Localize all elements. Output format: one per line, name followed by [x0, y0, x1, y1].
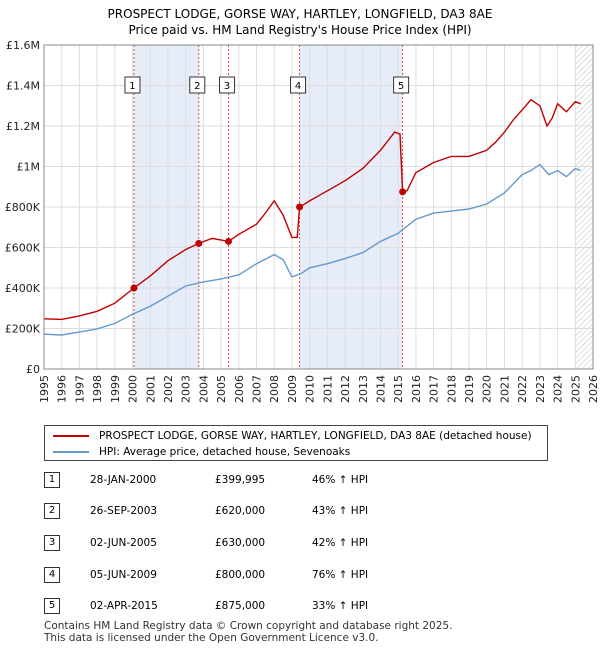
x-tick-label: 1995	[38, 375, 51, 403]
sale-price: £875,000	[215, 600, 266, 612]
sale-hpi-change: 46% ↑ HPI	[312, 474, 369, 486]
sale-number-label: 1	[129, 81, 135, 92]
price-chart: 1995 1996 1997 1998 1999 2000 2001 2002 2003 2004…	[5, 39, 600, 403]
x-tick-label: 2023	[534, 375, 547, 403]
sale-number-box	[189, 76, 206, 94]
sale-point	[195, 239, 203, 247]
x-tick-label: 2007	[251, 375, 264, 403]
plot-frame	[43, 44, 594, 370]
property-price-line	[43, 98, 581, 321]
sale-number-label: 4	[295, 81, 301, 92]
x-tick-label: 2000	[127, 375, 140, 403]
x-tick-label: 2012	[339, 375, 352, 403]
sale-hpi-change: 33% ↑ HPI	[312, 600, 369, 612]
y-tick-label: £1M	[17, 161, 41, 174]
legend-swatch-property	[53, 435, 89, 437]
sale-date: 28-JAN-2000	[90, 474, 157, 486]
footer: Contains HM Land Registry data © Crown c…	[44, 620, 452, 644]
x-tick-label: 2022	[516, 375, 529, 403]
sale-point	[399, 188, 407, 196]
x-tick-label: 1996	[56, 375, 69, 403]
footer-licence: This data is licensed under the Open Gov…	[44, 632, 379, 644]
sale-hpi-change: 76% ↑ HPI	[312, 569, 369, 581]
x-tick-label: 2014	[374, 375, 387, 403]
x-tick-label: 2010	[304, 375, 317, 403]
sale-price: £630,000	[215, 537, 266, 549]
chart-title: PROSPECT LODGE, GORSE WAY, HARTLEY, LONG…	[107, 7, 493, 21]
y-tick-label: £0	[26, 363, 40, 376]
sale-row: 2 26-SEP-2003 £620,000 43% ↑ HPI	[0, 501, 600, 523]
legend: PROSPECT LODGE, GORSE WAY, HARTLEY, LONG…	[44, 425, 548, 461]
x-tick-label: 2004	[197, 375, 210, 403]
sale-price: £800,000	[215, 569, 266, 581]
sale-number-box	[124, 76, 141, 94]
x-tick-label: 2003	[180, 375, 193, 403]
x-tick-label: 2017	[428, 375, 441, 403]
sale-number-badge: 2	[44, 503, 60, 519]
sale-price: £620,000	[215, 505, 266, 517]
x-tick-label: 2016	[410, 375, 423, 403]
sale-point	[130, 284, 138, 292]
x-tick-label: 2015	[392, 375, 405, 403]
sale-number-box	[393, 76, 410, 94]
sale-number-label: 2	[194, 81, 200, 92]
y-tick-label: £1.4M	[6, 80, 40, 93]
sale-point	[225, 237, 233, 245]
chart-subtitle: Price paid vs. HM Land Registry's House …	[128, 23, 472, 37]
sale-number-badge: 3	[44, 535, 60, 551]
sale-date: 05-JUN-2009	[90, 569, 157, 581]
legend-label-hpi: HPI: Average price, detached house, Seve…	[99, 446, 351, 458]
x-tick-label: 2002	[162, 375, 175, 403]
x-tick-label: 2018	[445, 375, 458, 403]
x-tick-label: 2001	[144, 375, 157, 403]
sale-number-badge: 5	[44, 598, 60, 614]
x-tick-label: 2005	[215, 375, 228, 403]
y-tick-label: £800K	[5, 201, 41, 214]
x-tick-label: 2020	[481, 375, 494, 403]
sale-number-box	[219, 76, 236, 94]
x-tick-label: 1997	[73, 375, 86, 403]
legend-label-property: PROSPECT LODGE, GORSE WAY, HARTLEY, LONG…	[99, 430, 532, 442]
x-tick-label: 1998	[91, 375, 104, 403]
sale-row: 1 28-JAN-2000 £399,995 46% ↑ HPI	[0, 470, 600, 492]
x-tick-label: 2008	[268, 375, 281, 403]
sale-point	[296, 203, 304, 211]
x-tick-label: 2013	[357, 375, 370, 403]
x-tick-label: 2019	[463, 375, 476, 403]
x-tick-label: 2025	[569, 375, 582, 403]
sale-number-label: 5	[398, 81, 404, 92]
sale-row: 3 02-JUN-2005 £630,000 42% ↑ HPI	[0, 533, 600, 555]
x-tick-label: 2026	[587, 375, 600, 403]
y-tick-label: £400K	[5, 282, 41, 295]
sale-price: £399,995	[215, 474, 266, 486]
legend-swatch-hpi	[53, 451, 89, 453]
y-tick-label: £1.2M	[6, 120, 40, 133]
sale-row: 4 05-JUN-2009 £800,000 76% ↑ HPI	[0, 565, 600, 587]
x-tick-label: 2021	[498, 375, 511, 403]
sale-number-box	[290, 76, 307, 94]
sale-hpi-change: 43% ↑ HPI	[312, 505, 369, 517]
footer-copyright: Contains HM Land Registry data © Crown c…	[44, 620, 453, 632]
x-tick-label: 2009	[286, 375, 299, 403]
x-tick-label: 2024	[552, 375, 565, 403]
sale-number-badge: 4	[44, 567, 60, 583]
y-tick-label: £1.6M	[6, 39, 40, 52]
sale-hpi-change: 42% ↑ HPI	[312, 537, 369, 549]
y-tick-label: £200K	[5, 323, 41, 336]
sale-number-label: 3	[224, 81, 230, 92]
sale-row: 5 02-APR-2015 £875,000 33% ↑ HPI	[0, 596, 600, 618]
sale-number-badge: 1	[44, 472, 60, 488]
hpi-line	[43, 163, 581, 336]
sale-date: 02-APR-2015	[90, 600, 158, 612]
x-tick-label: 2006	[233, 375, 246, 403]
sale-date: 26-SEP-2003	[90, 505, 158, 517]
sale-date: 02-JUN-2005	[90, 537, 157, 549]
x-tick-label: 2011	[321, 375, 334, 403]
y-tick-label: £600K	[5, 242, 41, 255]
x-tick-label: 1999	[109, 375, 122, 403]
